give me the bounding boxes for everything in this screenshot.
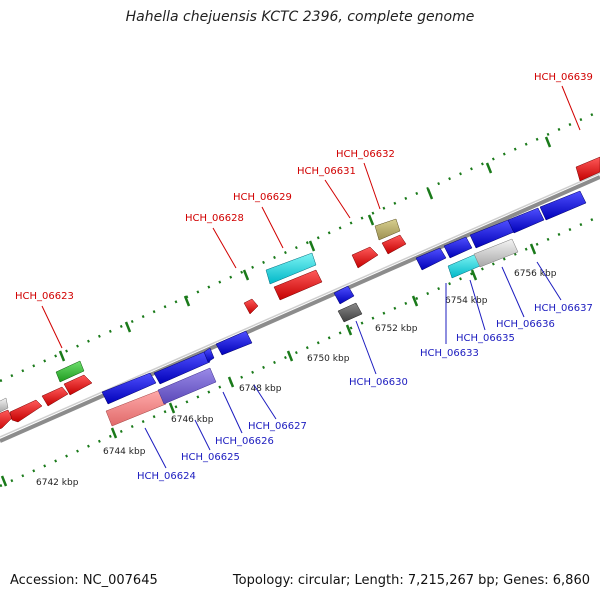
gene-blue xyxy=(153,351,211,385)
scale-label-6756: 6756 kbp xyxy=(514,269,557,279)
bottom-leader-lines xyxy=(144,261,562,469)
gene-cyan xyxy=(447,253,481,279)
gene-tan xyxy=(374,218,401,241)
major-ticks xyxy=(0,136,552,487)
map-title: Hahella chejuensis KCTC 2396, complete g… xyxy=(125,9,475,25)
lower-dotted-track xyxy=(0,214,600,488)
gene-red xyxy=(63,374,93,396)
backbone-outer xyxy=(0,175,600,443)
gene-pink xyxy=(105,389,167,427)
gene-grey xyxy=(0,397,9,413)
forward-strand-genes xyxy=(0,156,600,430)
gene-label-hch-06636: HCH_06636 xyxy=(496,319,555,330)
gene-label-hch-06632: HCH_06632 xyxy=(336,149,395,160)
gene-red xyxy=(575,156,600,182)
scale-label-6744: 6744 kbp xyxy=(103,447,146,457)
accession-text: Accession: NC_007645 xyxy=(10,573,158,588)
scale-label-6750: 6750 kbp xyxy=(307,354,350,364)
gene-blue xyxy=(203,347,215,363)
gene-label-hch-06639: HCH_06639 xyxy=(534,72,593,83)
scale-label-6748: 6748 kbp xyxy=(239,384,282,394)
gene-red xyxy=(243,298,259,315)
gene-label-hch-06633: HCH_06633 xyxy=(420,348,479,359)
gene-label-hch-06623: HCH_06623 xyxy=(15,291,74,302)
gene-blue xyxy=(215,330,253,356)
gene-dark xyxy=(337,302,363,323)
gene-label-hch-06629: HCH_06629 xyxy=(233,192,292,203)
gene-red xyxy=(41,386,69,407)
gene-label-hch-06627: HCH_06627 xyxy=(248,421,307,432)
gene-cyan xyxy=(265,252,317,285)
gene-blue xyxy=(539,190,587,221)
gene-label-hch-06631: HCH_06631 xyxy=(297,166,356,177)
gene-label-hch-06626: HCH_06626 xyxy=(215,436,274,447)
gene-label-hch-06628: HCH_06628 xyxy=(185,213,244,224)
backbone-inner xyxy=(0,172,600,438)
scale-label-6754: 6754 kbp xyxy=(445,296,488,306)
gene-blue xyxy=(415,247,447,271)
gene-red xyxy=(381,234,407,255)
gene-label-hch-06625: HCH_06625 xyxy=(181,452,240,463)
scale-label-6746: 6746 kbp xyxy=(171,415,214,425)
gene-red xyxy=(351,246,379,269)
upper-dotted-track xyxy=(0,109,600,383)
gene-blue xyxy=(101,372,157,405)
summary-text: Topology: circular; Length: 7,215,267 bp… xyxy=(232,573,590,588)
gene-label-hch-06624: HCH_06624 xyxy=(137,471,196,482)
gene-red xyxy=(273,269,323,301)
scale-label-6752: 6752 kbp xyxy=(375,324,418,334)
scale-label-6742: 6742 kbp xyxy=(36,478,79,488)
gene-blue xyxy=(333,285,355,305)
gene-red xyxy=(9,399,43,423)
gene-label-hch-06637: HCH_06637 xyxy=(534,303,593,314)
gene-label-hch-06635: HCH_06635 xyxy=(456,333,515,344)
reverse-strand-genes xyxy=(101,190,587,427)
gene-green xyxy=(55,360,85,383)
gene-blue xyxy=(507,207,545,234)
gene-grey xyxy=(473,238,519,268)
gene-label-hch-06630: HCH_06630 xyxy=(349,377,408,388)
top-leader-lines xyxy=(41,85,581,349)
gene-purple xyxy=(157,367,217,405)
gene-blue xyxy=(443,236,473,259)
